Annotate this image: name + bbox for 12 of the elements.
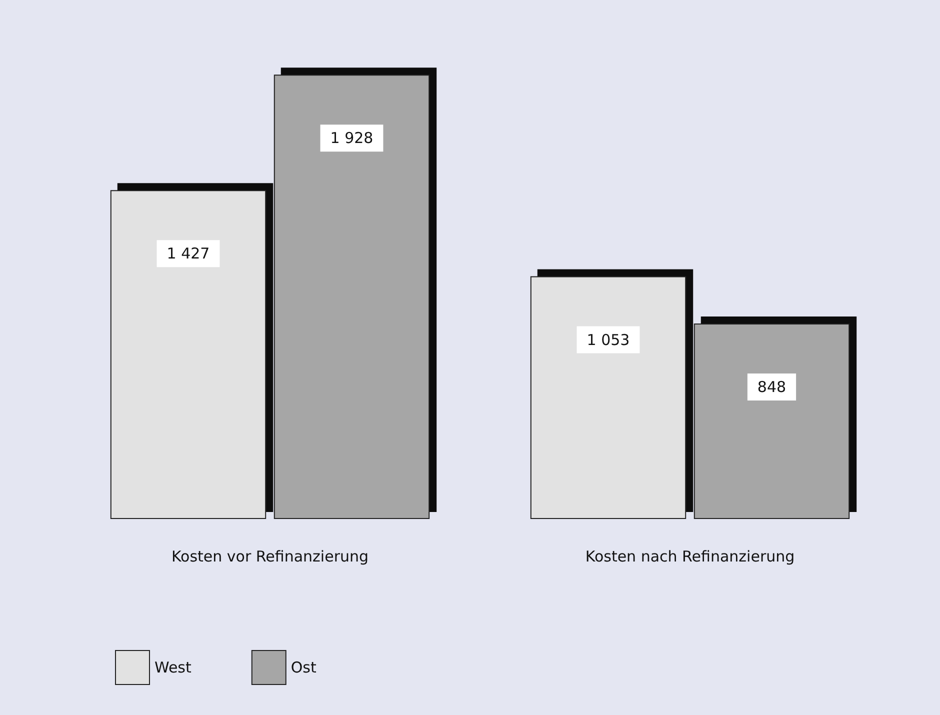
data-label: 1 928 [330,129,374,148]
data-label: 1 427 [166,244,210,263]
x-tick-label: Kosten vor Refinanzierung [171,548,369,566]
legend-label: West [154,658,192,676]
bar [530,276,686,519]
data-label: 848 [757,378,786,396]
legend-label: Ost [290,658,316,676]
data-label: 1 053 [586,330,630,349]
bar [694,324,850,519]
bar [110,190,266,519]
x-tick-label: Kosten nach Refinanzierung [585,548,795,566]
bar [274,74,430,519]
